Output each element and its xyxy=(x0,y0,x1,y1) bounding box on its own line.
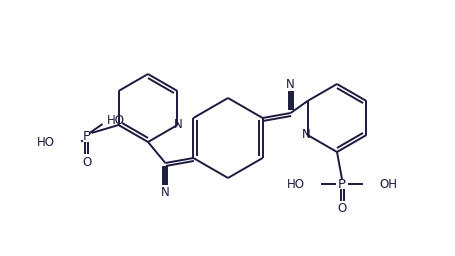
Text: P: P xyxy=(338,177,346,190)
Text: P: P xyxy=(82,131,91,144)
Text: N: N xyxy=(286,78,295,91)
Text: O: O xyxy=(337,202,347,216)
Text: HO: HO xyxy=(106,114,125,127)
Text: N: N xyxy=(302,129,311,142)
Text: N: N xyxy=(174,119,183,132)
Text: HO: HO xyxy=(36,135,55,148)
Text: HO: HO xyxy=(287,177,305,190)
Text: O: O xyxy=(82,155,91,168)
Text: N: N xyxy=(161,186,170,198)
Text: OH: OH xyxy=(379,177,397,190)
